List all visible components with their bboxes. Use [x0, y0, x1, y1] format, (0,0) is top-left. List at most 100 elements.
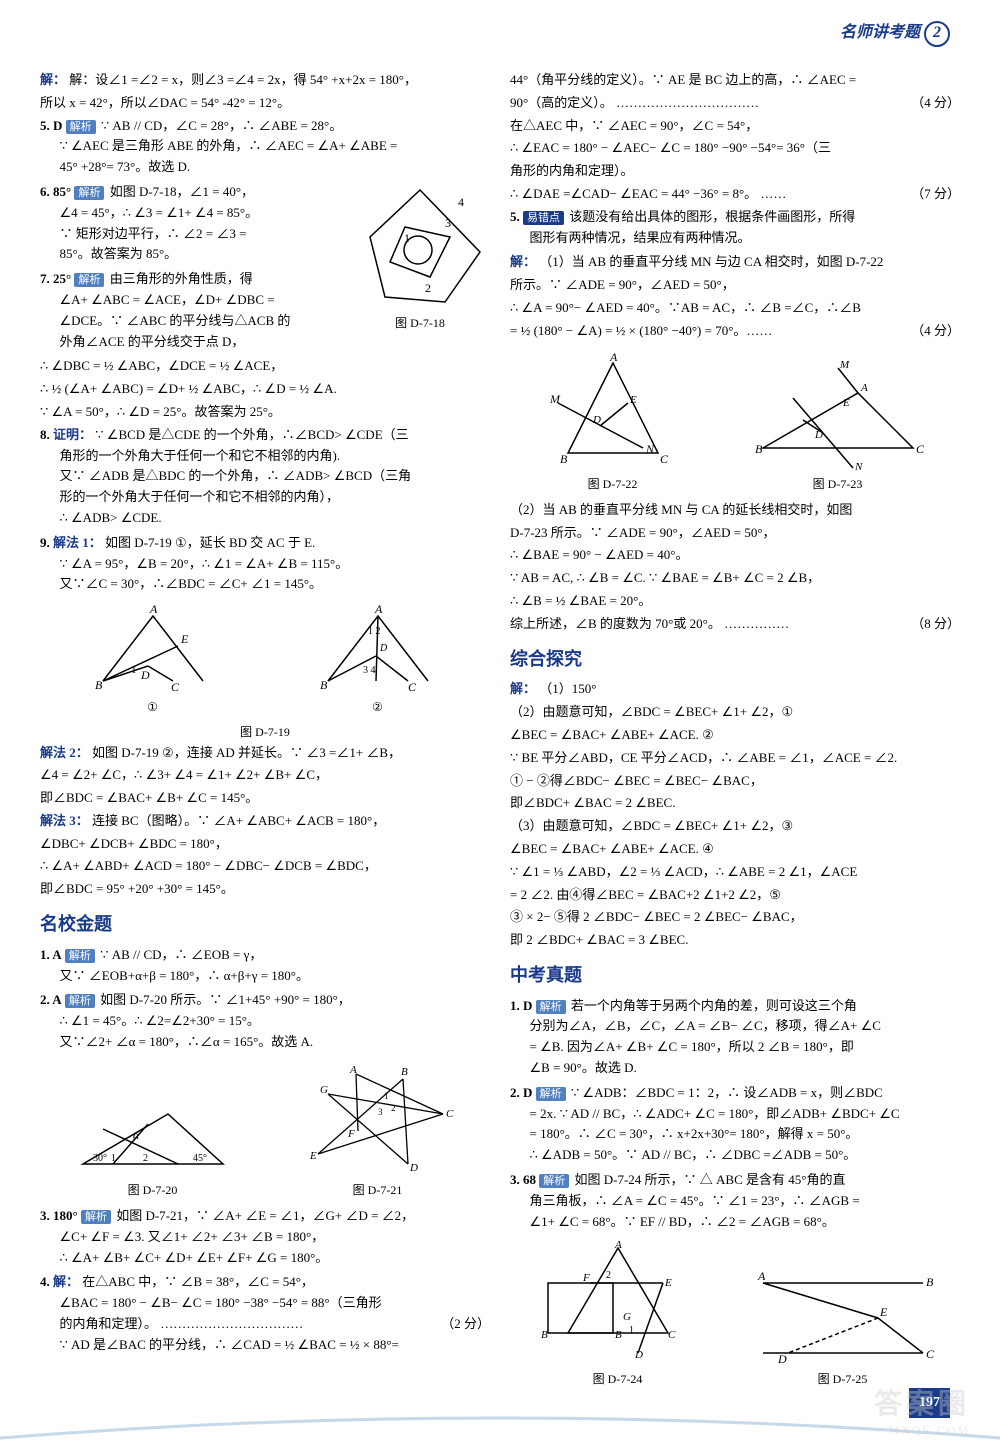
fig-d722-label: 图 D-7-22 — [538, 475, 688, 494]
jiefa2-label: 解法 2： — [40, 745, 89, 760]
p8-num: 8. — [40, 427, 50, 442]
book-header: 名师讲考题 2 — [840, 20, 950, 47]
svg-text:A: A — [149, 602, 158, 616]
svg-text:2: 2 — [425, 281, 431, 295]
p9-m3-1: 解法 3： 连接 BC（图略）。∵ ∠A+ ∠ABC+ ∠ACB = 180°， — [40, 811, 490, 832]
zh-11: ③ × 2− ⑤得 2 ∠BDC− ∠BEC = 2 ∠BEC− ∠BAC， — [510, 907, 960, 928]
jie-label: 解： — [510, 681, 536, 696]
section-zhongkao: 中考真题 — [510, 961, 960, 990]
jie-label: 解： — [40, 72, 66, 87]
zh-3: ∠BEC = ∠BAC+ ∠ABE+ ∠ACE. ② — [510, 725, 960, 746]
fig-d724-d725-row: A F 2 E B B C G D 1 图 D-7-24 — [510, 1238, 960, 1389]
fig-d720-d721-row: α 30° 1 2 45° 图 D-7-20 — [40, 1059, 490, 1200]
jiexi-tag: 解析 — [539, 1174, 569, 1188]
p7-line7: ∵ ∠A = 50°，∴ ∠D = 25°。故答案为 25°。 — [40, 402, 490, 423]
svg-text:C: C — [446, 1108, 454, 1120]
svg-text:1 2: 1 2 — [368, 626, 381, 637]
p4-line2: 所以 x = 42°，所以∠DAC = 54° -42° = 12°。 — [40, 93, 490, 114]
page-number: 197 — [909, 1388, 950, 1418]
svg-text:N: N — [645, 442, 655, 456]
left-column: 解： 解：设∠1 =∠2 = x，则∠3 =∠4 = 2x，得 54° +x+2… — [40, 70, 490, 1396]
jiexi-tag: 解析 — [74, 186, 104, 200]
yicuo-tag: 易错点 — [523, 211, 564, 225]
svg-text:D: D — [814, 429, 823, 441]
zheng-label: 证明： — [53, 427, 92, 442]
jiexi-tag: 解析 — [536, 1000, 566, 1014]
fig-d719-row: A E B D C 1 ① A — [40, 601, 490, 717]
fig-d720-label: 图 D-7-20 — [63, 1181, 243, 1200]
rt-score1: （4 分） — [911, 93, 960, 114]
svg-text:C: C — [660, 452, 669, 466]
svg-text:B: B — [615, 1329, 622, 1341]
rp5-8: D-7-23 所示。∵ ∠ADE = 90°，∠AED = 50°， — [510, 523, 960, 544]
jiexi-tag: 解析 — [74, 273, 104, 287]
jiexi-tag: 解析 — [81, 1210, 111, 1224]
mx-1: 1. A 解析 ∵ AB // CD，∴ ∠EOB = γ， 又∵ ∠EOB+α… — [40, 945, 490, 987]
svg-text:30°: 30° — [93, 1153, 107, 1164]
fig-d718-label: 图 D-7-18 — [350, 314, 490, 333]
rt-score2: （7 分） — [911, 184, 960, 205]
jie-label: 解： — [510, 254, 536, 269]
svg-text:E: E — [664, 1277, 672, 1289]
svg-text:1: 1 — [384, 1091, 389, 1101]
svg-text:E: E — [180, 632, 189, 646]
svg-text:D: D — [409, 1162, 418, 1174]
svg-text:M: M — [549, 392, 561, 406]
svg-text:G: G — [320, 1084, 328, 1096]
p9-num: 9. — [40, 535, 50, 550]
svg-text:1: 1 — [111, 1153, 116, 1164]
zk-3: 3. 68 解析 如图 D-7-24 所示，∵ △ ABC 是含有 45°角的直… — [510, 1170, 960, 1232]
svg-text:G: G — [623, 1311, 631, 1323]
p9-m3-4: 即∠BDC = 95° +20° +30° = 145°。 — [40, 879, 490, 900]
circ2: ② — [308, 698, 448, 717]
rt-4: ∴ ∠EAC = 180° − ∠AEC− ∠C = 180° −90° −54… — [510, 138, 960, 159]
svg-text:C: C — [926, 1347, 935, 1361]
rp5-jie: 解： （1）当 AB 的垂直平分线 MN 与边 CA 相交时，如图 D-7-22 — [510, 252, 960, 273]
zh-10: = 2 ∠2. 由④得∠BEC = ∠BAC+2 ∠1+2 ∠2，⑤ — [510, 885, 960, 906]
zk-2: 2. D 解析 ∵ ∠ADB：∠BDC = 1：2，∴ 设∠ADB = x，则∠… — [510, 1083, 960, 1166]
p7-num: 7. 25° — [40, 271, 71, 286]
svg-text:C: C — [668, 1329, 676, 1341]
svg-text:D: D — [379, 643, 388, 654]
rt-5: 角形的内角和定理）。 — [510, 161, 960, 182]
rp5-10: ∵ AB = AC, ∴ ∠B = ∠C. ∵ ∠BAE = ∠B+ ∠C = … — [510, 568, 960, 589]
svg-text:A: A — [614, 1239, 622, 1251]
p7-line5: ∴ ∠DBC = ½ ∠ABC，∠DCE = ½ ∠ACE， — [40, 356, 490, 377]
p9-m2-2: ∠4 = ∠2+ ∠C，∴ ∠3+ ∠4 = ∠1+ ∠2+ ∠B+ ∠C， — [40, 765, 490, 786]
p9-m3-2: ∠DBC+ ∠DCB+ ∠BDC = 180°， — [40, 834, 490, 855]
svg-text:2: 2 — [391, 1103, 396, 1113]
circ1: ① — [83, 698, 223, 717]
svg-text:F: F — [347, 1128, 355, 1140]
rt-1: 44°（角平分线的定义）。∵ AE 是 BC 边上的高，∴ ∠AEC = — [510, 70, 960, 91]
fig-d722-d723-row: A B C M N D E 图 D-7-22 — [510, 348, 960, 494]
svg-text:D: D — [634, 1349, 643, 1361]
mx4-score1: （2 分） — [461, 1314, 490, 1335]
mx3-num: 3. 180° — [40, 1208, 78, 1223]
rp5-num: 5. — [510, 209, 520, 224]
jiexi-tag: 解析 — [65, 949, 95, 963]
jie-label: 解： — [53, 1274, 79, 1289]
section-zonghe: 综合探究 — [510, 645, 960, 674]
zk2-num: 2. D — [510, 1085, 532, 1100]
svg-text:α: α — [133, 1128, 140, 1142]
svg-text:4: 4 — [458, 195, 464, 209]
section-mingxiao: 名校金题 — [40, 910, 490, 939]
rp5-4: 所示。∵ ∠ADE = 90°，∠AED = 50°， — [510, 275, 960, 296]
rt-2: 90°（高的定义）。 …………………………… （4 分） — [510, 93, 960, 114]
fig-d721-label: 图 D-7-21 — [288, 1181, 468, 1200]
mx-3: 3. 180° 解析 如图 D-7-21，∵ ∠A+ ∠E = ∠1，∠G+ ∠… — [40, 1206, 490, 1268]
svg-text:A: A — [860, 382, 868, 394]
header-text: 名师讲考题 — [840, 24, 920, 41]
problem-8: 8. 证明： ∵ ∠BCD 是△CDE 的一个外角，∴∠BCD> ∠CDE（三 … — [40, 425, 490, 529]
right-column: 44°（角平分线的定义）。∵ AE 是 BC 边上的高，∴ ∠AEC = 90°… — [510, 70, 960, 1396]
jiexi-tag: 解析 — [66, 120, 96, 134]
p9-m3-3: ∴ ∠A+ ∠ABD+ ∠ACD = 180° − ∠DBC− ∠DCB = ∠… — [40, 856, 490, 877]
zh-2: （2）由题意可知，∠BDC = ∠BEC+ ∠1+ ∠2，① — [510, 702, 960, 723]
p9-m2-3: 即∠BDC = ∠BAC+ ∠B+ ∠C = 145°。 — [40, 788, 490, 809]
svg-text:45°: 45° — [193, 1153, 207, 1164]
rp5: 5. 易错点 该题没有给出具体的图形，根据条件画图形，所得 图形有两种情况，结果… — [510, 207, 960, 249]
p5-num: 5. D — [40, 118, 62, 133]
svg-text:1: 1 — [629, 1325, 634, 1336]
fig-d723-label: 图 D-7-23 — [743, 475, 933, 494]
svg-text:2: 2 — [606, 1270, 611, 1281]
